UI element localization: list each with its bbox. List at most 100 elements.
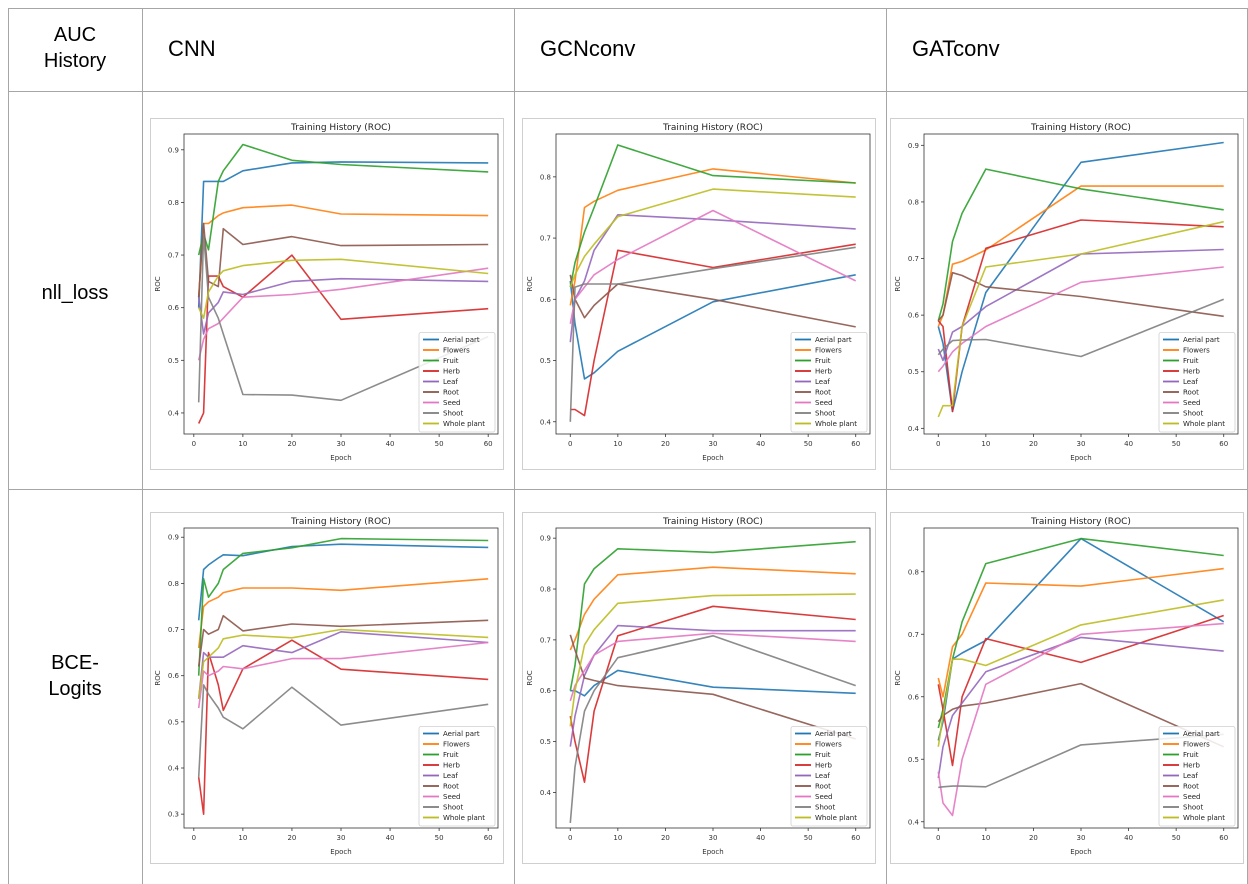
- series-line-root: [937, 271, 1224, 322]
- series-line-flowers: [569, 168, 856, 306]
- series-line-herb: [197, 254, 489, 424]
- y-axis-label: ROC: [526, 276, 534, 291]
- x-tick-label: 30: [1077, 440, 1086, 448]
- legend-label-shoot: Shoot: [443, 410, 463, 418]
- x-tick-label: 50: [1172, 440, 1181, 448]
- legend-label-flowers: Flowers: [815, 347, 842, 355]
- series-line-seed: [197, 267, 489, 361]
- series-line-leaf: [937, 636, 1224, 779]
- legend-label-fruit: Fruit: [815, 357, 831, 365]
- x-tick-label: 10: [981, 834, 990, 842]
- legend-label-leaf: Leaf: [1183, 378, 1198, 386]
- corner-header-line2: History: [43, 50, 107, 72]
- table-divider-row: [8, 489, 1248, 490]
- x-tick-label: 20: [661, 440, 670, 448]
- series-line-seed: [197, 641, 489, 709]
- series-line-fruit: [569, 144, 856, 288]
- legend-label-seed: Seed: [815, 793, 833, 801]
- legend-label-fruit: Fruit: [443, 751, 459, 759]
- x-tick-label: 50: [435, 834, 444, 842]
- x-tick-label: 20: [1029, 834, 1038, 842]
- series-line-shoot: [937, 298, 1224, 358]
- series-line-leaf: [197, 277, 489, 335]
- y-tick-label: 0.8: [540, 586, 551, 594]
- chart-gcnconv-nll-loss: Training History (ROC) 0 10 20 30 40 50 60 0.4 0.…: [522, 118, 876, 470]
- legend-label-fruit: Fruit: [1183, 357, 1199, 365]
- chart-gatconv-bce-logits: Training History (ROC) 0 10 20 30 40 50 60 0.4 0.…: [890, 512, 1244, 864]
- table-divider-header: [8, 91, 1248, 92]
- legend-box: [418, 332, 496, 433]
- row-header-nll-loss-line1: nll_loss: [41, 282, 109, 304]
- row-header-nll-loss: nll_loss: [12, 280, 138, 306]
- x-tick-label: 20: [287, 834, 296, 842]
- x-tick-label: 10: [981, 440, 990, 448]
- series-line-herb: [569, 605, 856, 784]
- y-tick-label: 0.4: [168, 765, 180, 773]
- y-tick-label: 0.8: [540, 173, 551, 181]
- y-tick-label: 0.4: [540, 418, 552, 426]
- x-tick-label: 30: [709, 440, 718, 448]
- x-tick-label: 0: [568, 440, 572, 448]
- legend-label-root: Root: [1183, 783, 1199, 791]
- y-tick-label: 0.7: [908, 255, 919, 263]
- y-tick-label: 0.9: [168, 534, 179, 542]
- y-tick-label: 0.4: [540, 789, 552, 797]
- y-axis-label: ROC: [894, 670, 902, 685]
- y-tick-label: 0.6: [540, 296, 552, 304]
- y-tick-label: 0.8: [168, 580, 179, 588]
- x-tick-label: 50: [804, 834, 813, 842]
- row-header-bce-logits: BCE- Logits: [12, 650, 138, 702]
- legend-label-herb: Herb: [1183, 762, 1200, 770]
- legend-label-fruit: Fruit: [815, 751, 831, 759]
- x-tick-label: 30: [337, 440, 346, 448]
- x-tick-label: 10: [238, 440, 247, 448]
- series-line-shoot: [197, 684, 489, 778]
- legend-label-aerial-part: Aerial part: [443, 730, 480, 738]
- x-axis-label: Epoch: [1070, 454, 1091, 462]
- x-tick-label: 20: [661, 834, 670, 842]
- corner-header-line1: AUC: [53, 24, 97, 46]
- x-tick-label: 60: [1219, 440, 1228, 448]
- chart-svg: Training History (ROC) 0 10 20 30 40 50 60 0.4 0.…: [522, 118, 876, 470]
- x-tick-label: 60: [484, 834, 493, 842]
- y-tick-label: 0.6: [540, 687, 552, 695]
- legend-box: [1158, 726, 1236, 827]
- y-tick-label: 0.4: [908, 818, 920, 826]
- series-line-flowers: [569, 566, 856, 651]
- legend-label-root: Root: [443, 389, 459, 397]
- x-tick-label: 60: [484, 440, 493, 448]
- series-line-herb: [197, 639, 489, 816]
- row-header-bce-logits-line1: BCE-: [51, 652, 99, 674]
- series-line-seed: [937, 622, 1224, 817]
- legend-label-leaf: Leaf: [815, 772, 830, 780]
- y-tick-label: 0.5: [540, 738, 551, 746]
- x-tick-label: 30: [1077, 834, 1086, 842]
- legend-label-root: Root: [815, 783, 831, 791]
- chart-svg: Training History (ROC) 0 10 20 30 40 50 60 0.3 0.…: [150, 512, 504, 864]
- series-line-whole-plant: [937, 220, 1224, 418]
- legend-label-herb: Herb: [1183, 368, 1200, 376]
- y-axis-label: ROC: [894, 276, 902, 291]
- y-tick-label: 0.4: [908, 425, 920, 433]
- y-tick-label: 0.9: [540, 535, 551, 543]
- chart-cnn-nll-loss: Training History (ROC) 0 10 20 30 40 50 60 0.4 0.…: [150, 118, 504, 470]
- x-tick-label: 50: [435, 440, 444, 448]
- y-tick-label: 0.8: [908, 568, 919, 576]
- y-tick-label: 0.9: [908, 142, 919, 150]
- x-tick-label: 40: [1124, 440, 1133, 448]
- table-divider-col3: [886, 8, 887, 884]
- table-divider-col1: [142, 8, 143, 884]
- y-tick-label: 0.6: [908, 312, 920, 320]
- x-tick-label: 40: [1124, 834, 1133, 842]
- legend-box: [790, 726, 868, 827]
- x-tick-label: 20: [1029, 440, 1038, 448]
- chart-title: Training History (ROC): [290, 517, 391, 527]
- column-header-cnn: CNN: [168, 36, 216, 61]
- legend-label-seed: Seed: [443, 793, 461, 801]
- chart-title: Training History (ROC): [290, 123, 391, 133]
- legend-box: [790, 332, 868, 433]
- chart-title: Training History (ROC): [1030, 517, 1131, 527]
- y-tick-label: 0.7: [540, 235, 551, 243]
- legend-box: [1158, 332, 1236, 433]
- legend-label-whole-plant: Whole plant: [443, 420, 485, 428]
